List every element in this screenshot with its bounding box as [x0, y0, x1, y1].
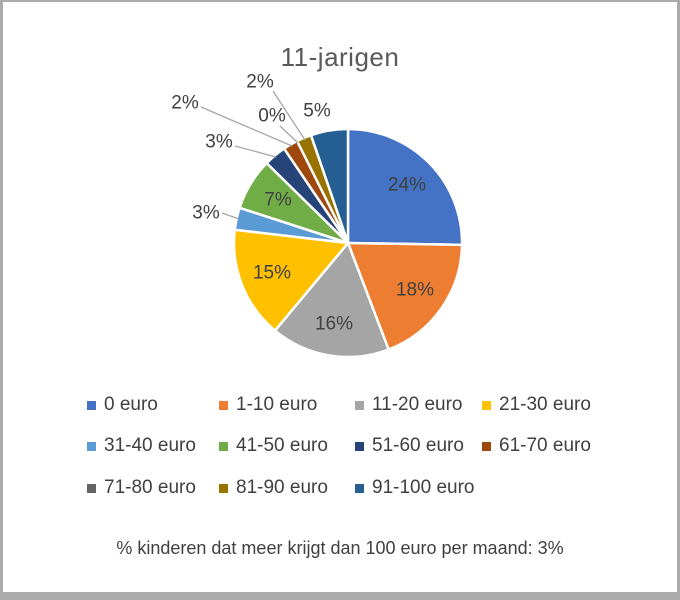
legend-swatch — [87, 400, 96, 410]
legend-label: 61-70 euro — [499, 435, 591, 456]
legend-swatch — [482, 400, 491, 410]
legend-swatch — [355, 441, 364, 451]
pie-slice-1-10-euro — [346, 241, 464, 351]
legend-swatch — [355, 483, 364, 493]
legend-item-0-euro: 0 euro — [87, 393, 158, 417]
legend-item-41-50-euro: 41-50 euro — [219, 434, 328, 458]
legend-item-21-30-euro: 21-30 euro — [482, 393, 591, 417]
pie-chart: 24% 18% 16% 15% 7% 3% 3% 2% 0% 2% 5% — [171, 72, 464, 359]
legend-item-31-40-euro: 31-40 euro — [87, 434, 196, 458]
legend-swatch — [87, 441, 96, 451]
data-label: 18% — [396, 280, 434, 301]
legend-label: 21-30 euro — [499, 394, 591, 415]
legend-item-1-10-euro: 1-10 euro — [219, 393, 317, 417]
leader-line — [234, 145, 277, 158]
legend-label: 41-50 euro — [236, 435, 328, 456]
legend-label: 81-90 euro — [236, 477, 328, 498]
footnote: % kinderen dat meer krijgt dan 100 euro … — [116, 538, 564, 558]
leader-line — [279, 125, 299, 144]
chart-legend: 0 euro 1-10 euro 11-20 euro 21-30 euro 31-40… — [87, 393, 667, 513]
leader-line — [200, 106, 293, 147]
legend-label: 11-20 euro — [372, 394, 463, 415]
legend-item-91-100-euro: 91-100 euro — [355, 476, 474, 500]
legend-label: 0 euro — [104, 394, 158, 415]
data-label: 0% — [258, 106, 286, 127]
legend-label: 71-80 euro — [104, 477, 196, 498]
legend-swatch — [87, 483, 96, 493]
legend-label: 31-40 euro — [104, 435, 196, 456]
data-label: 16% — [315, 314, 353, 335]
legend-item-81-90-euro: 81-90 euro — [219, 476, 328, 500]
data-label: 5% — [303, 101, 331, 122]
pie-slice-11-20-euro — [273, 241, 390, 359]
pie-slice-91-100-euro — [309, 127, 350, 245]
chart-title: 11-jarigen — [280, 42, 400, 72]
legend-swatch — [219, 441, 228, 451]
legend-label: 1-10 euro — [236, 394, 318, 415]
legend-label: 51-60 euro — [372, 435, 464, 456]
legend-swatch — [482, 441, 491, 451]
leader-line — [221, 212, 240, 220]
legend-item-11-20-euro: 11-20 euro — [355, 393, 463, 417]
legend-swatch — [219, 483, 228, 493]
pie-slice-0-euro — [346, 127, 464, 247]
data-label: 3% — [205, 132, 233, 153]
legend-item-51-60-euro: 51-60 euro — [355, 434, 464, 458]
data-label: 2% — [246, 72, 274, 93]
legend-item-61-70-euro: 61-70 euro — [482, 434, 591, 458]
legend-item-71-80-euro: 71-80 euro — [87, 476, 196, 500]
data-label: 2% — [171, 93, 199, 114]
legend-swatch — [355, 400, 364, 410]
leader-line — [272, 90, 306, 141]
data-label: 3% — [192, 203, 220, 224]
legend-label: 91-100 euro — [372, 477, 475, 498]
data-label: 24% — [388, 175, 426, 196]
pie-slice-21-30-euro — [232, 228, 350, 332]
data-label: 7% — [264, 190, 292, 211]
data-label: 15% — [253, 263, 291, 284]
legend-swatch — [219, 400, 228, 410]
